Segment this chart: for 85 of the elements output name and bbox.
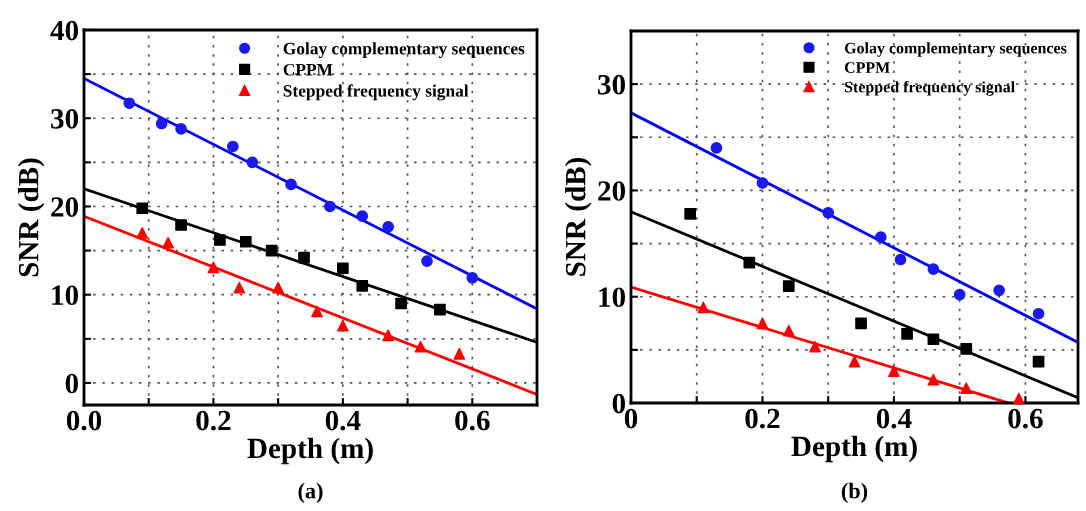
point xyxy=(960,342,973,355)
point xyxy=(123,97,136,110)
y-tick-label: 0 xyxy=(65,373,79,394)
legend-label: Stepped frequency signal xyxy=(283,84,469,101)
point xyxy=(207,261,220,274)
y-tick-label: 30 xyxy=(598,74,626,95)
y-axis-title: SNR (dB) xyxy=(564,157,592,276)
x-tick-label: 0.6 xyxy=(455,410,490,431)
y-tick-label: 40 xyxy=(50,20,79,41)
text: (b) xyxy=(841,482,868,503)
point xyxy=(684,207,697,220)
point xyxy=(382,220,395,233)
point xyxy=(246,156,259,169)
point xyxy=(927,333,940,346)
point xyxy=(927,373,940,386)
x-tick-label: 0.0 xyxy=(66,410,102,431)
point xyxy=(175,122,187,135)
y-tick-label: 10 xyxy=(599,287,626,308)
x-tick-label: 0.6 xyxy=(1008,408,1043,429)
legend-label: Golay complementary sequences xyxy=(844,42,1067,57)
point xyxy=(382,329,395,342)
point xyxy=(993,284,1005,297)
point xyxy=(894,253,907,266)
point xyxy=(356,210,369,223)
point xyxy=(927,263,940,275)
y-tick-label: 30 xyxy=(51,108,79,129)
point xyxy=(311,305,323,318)
point xyxy=(265,244,278,257)
point xyxy=(337,262,349,275)
point xyxy=(414,340,427,353)
point xyxy=(298,251,310,264)
point xyxy=(743,256,756,269)
y-axis-title: SNR (dB) xyxy=(17,158,45,277)
point xyxy=(324,200,336,213)
point xyxy=(337,319,349,332)
point xyxy=(901,328,913,340)
point xyxy=(356,280,369,292)
point xyxy=(162,236,174,249)
point xyxy=(136,202,149,215)
legend-label: CPPM xyxy=(844,62,890,73)
legend-label: CPPM xyxy=(283,63,333,76)
point xyxy=(175,219,187,231)
point xyxy=(214,234,226,246)
x-tick-label: 0.4 xyxy=(876,408,912,429)
x-tick-label: 0.4 xyxy=(325,410,361,431)
x-tick-label: 0.2 xyxy=(196,410,231,431)
point xyxy=(756,177,769,189)
point xyxy=(239,235,252,248)
point xyxy=(1012,392,1025,405)
point xyxy=(822,206,835,219)
point xyxy=(466,272,479,284)
x-tick-label: 0.2 xyxy=(745,408,780,429)
point xyxy=(888,365,900,377)
legend-label: Stepped frequency signal xyxy=(844,80,1015,96)
y-tick-label: 10 xyxy=(52,285,79,306)
y-tick-label: 20 xyxy=(598,181,626,201)
x-axis-title: Depth (m) xyxy=(791,435,917,463)
point xyxy=(233,281,246,294)
point xyxy=(855,317,867,330)
text: (a) xyxy=(298,482,323,503)
point xyxy=(953,288,966,301)
point xyxy=(453,347,466,360)
point xyxy=(782,280,795,292)
point xyxy=(782,324,795,337)
point xyxy=(1032,355,1045,368)
point xyxy=(848,355,861,368)
point xyxy=(272,281,284,294)
point xyxy=(136,227,149,239)
y-tick-label: 0 xyxy=(612,393,626,414)
point xyxy=(226,140,239,153)
point xyxy=(960,382,973,394)
legend-label: Golay complementary sequences xyxy=(283,42,525,59)
point xyxy=(809,340,821,353)
point xyxy=(697,301,710,314)
point xyxy=(285,178,297,191)
point xyxy=(155,117,168,130)
point xyxy=(395,297,407,310)
point xyxy=(1032,307,1045,320)
point xyxy=(874,231,887,244)
point xyxy=(756,317,769,330)
point xyxy=(421,255,433,268)
point xyxy=(434,303,446,316)
x-axis-title: Depth (m) xyxy=(247,437,373,465)
y-tick-label: 20 xyxy=(51,197,79,217)
point xyxy=(710,142,723,154)
